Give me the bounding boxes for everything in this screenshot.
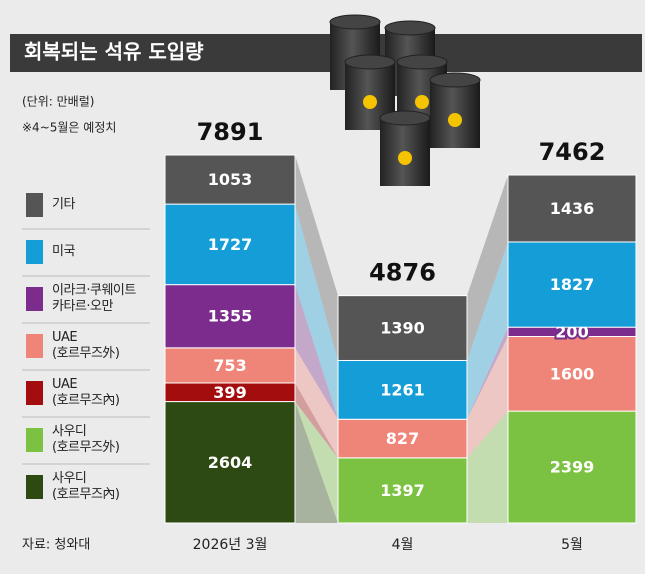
bar-segment bbox=[164, 154, 296, 205]
bar-segment bbox=[507, 241, 637, 328]
value-label: 1390 bbox=[380, 319, 425, 338]
value-label: 399 bbox=[213, 383, 246, 402]
chart-title: 회복되는 석유 도입량 bbox=[24, 40, 204, 64]
bar-segment bbox=[164, 401, 296, 524]
legend-label: 미국 bbox=[52, 244, 75, 259]
barrel-top bbox=[396, 54, 448, 70]
barrel-top bbox=[329, 14, 381, 30]
legend-swatch bbox=[26, 428, 43, 452]
connector bbox=[295, 284, 338, 420]
bar-segment bbox=[164, 347, 296, 384]
barrels bbox=[329, 14, 481, 186]
legend-swatch bbox=[26, 287, 43, 311]
total-label: 7462 bbox=[539, 138, 606, 166]
total-label: 4876 bbox=[369, 259, 436, 287]
connector bbox=[295, 401, 338, 523]
connector bbox=[467, 411, 508, 523]
bar-segment bbox=[337, 457, 468, 524]
barrel-icon bbox=[363, 95, 377, 109]
x-tick-label: 5월 bbox=[561, 537, 583, 553]
legend-label: 사우디 (호르무즈外) bbox=[52, 424, 120, 455]
legend-swatch bbox=[26, 334, 43, 358]
bar-segment bbox=[337, 295, 468, 361]
legend-swatch bbox=[26, 381, 43, 405]
legend-label: 사우디 (호르무즈內) bbox=[52, 471, 120, 502]
value-label: 1397 bbox=[380, 481, 425, 500]
legend-swatch bbox=[26, 475, 43, 499]
connector bbox=[467, 327, 508, 420]
total-label: 7891 bbox=[197, 118, 264, 146]
value-label: 1727 bbox=[208, 235, 253, 254]
source: 자료: 청와대 bbox=[22, 538, 90, 553]
value-label: 1261 bbox=[380, 380, 425, 399]
legend-swatch bbox=[26, 193, 43, 217]
barrel-icon bbox=[398, 151, 412, 165]
x-tick-label: 4월 bbox=[392, 537, 414, 553]
bar-segment bbox=[507, 336, 637, 412]
x-tick-label: 2026년 3월 bbox=[193, 537, 268, 553]
bar-segment bbox=[337, 359, 468, 420]
legend-swatch bbox=[26, 240, 43, 264]
value-label: 1436 bbox=[550, 199, 595, 218]
barrel-top bbox=[344, 54, 396, 70]
bar-segment bbox=[507, 174, 637, 243]
barrel-top bbox=[429, 72, 481, 88]
connector bbox=[295, 155, 338, 361]
bar-segment bbox=[164, 284, 296, 349]
note: ※4~5월은 예정치 bbox=[22, 121, 116, 135]
unit-note: (단위: 만배럴) bbox=[22, 95, 94, 109]
legend-label: 이라크·쿠웨이트 카타르·오만 bbox=[52, 283, 136, 314]
connector bbox=[467, 175, 508, 361]
barrel-icon bbox=[448, 113, 462, 127]
value-label: 1600 bbox=[550, 364, 595, 383]
title-bar bbox=[10, 34, 642, 72]
legend-label: UAE (호르무즈內) bbox=[52, 377, 120, 408]
value-label: 2604 bbox=[208, 453, 253, 472]
legend-label: UAE (호르무즈外) bbox=[52, 330, 120, 361]
value-label: 1355 bbox=[208, 307, 253, 326]
connector bbox=[467, 336, 508, 458]
value-label: 1827 bbox=[550, 275, 595, 294]
barrel-top bbox=[384, 20, 436, 36]
bar-segment bbox=[507, 410, 637, 524]
connector bbox=[295, 347, 338, 458]
connector bbox=[467, 241, 508, 420]
barrel-icon bbox=[415, 95, 429, 109]
bar-segment bbox=[164, 203, 296, 286]
barrel-top bbox=[379, 110, 431, 126]
connector bbox=[295, 204, 338, 420]
value-label: 827 bbox=[386, 429, 419, 448]
value-label: 753 bbox=[213, 356, 246, 375]
legend-label: 기타 bbox=[52, 197, 75, 212]
connector bbox=[295, 382, 338, 458]
value-label: 2399 bbox=[550, 458, 595, 477]
connector bbox=[295, 401, 338, 523]
value-label: 1053 bbox=[208, 170, 253, 189]
